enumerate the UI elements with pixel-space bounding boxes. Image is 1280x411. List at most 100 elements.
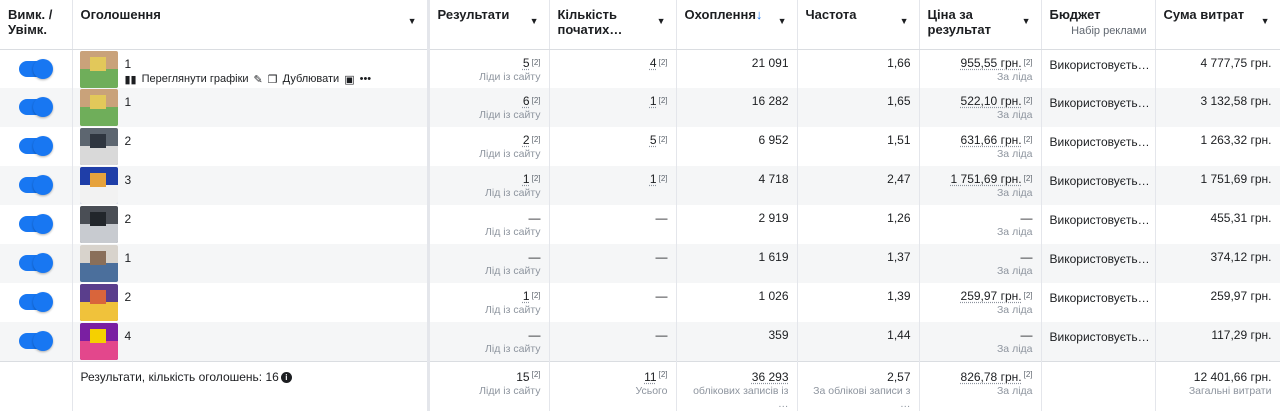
table-row[interactable]: 1 ▮▮ Переглянути графіки ✎ ❐ Дублювати ▣… — [0, 49, 1280, 88]
budget-value: Використовуєть… — [1049, 252, 1150, 266]
toggle-cell — [0, 322, 73, 361]
info-icon[interactable]: i — [280, 371, 292, 383]
ad-name[interactable]: 2 — [124, 212, 132, 226]
spend-value: 1 751,69 грн. — [1200, 172, 1272, 186]
ad-thumbnail[interactable] — [79, 128, 118, 165]
summary-reach[interactable]: 36 293 — [751, 369, 789, 384]
ad-toggle-switch[interactable] — [19, 136, 53, 156]
starts-value[interactable]: 5 — [649, 133, 657, 147]
bar-chart-icon[interactable]: ▮▮ — [124, 73, 137, 86]
ad-thumbnail[interactable] — [79, 323, 118, 360]
sort-icon[interactable]: ▼ — [1021, 16, 1031, 26]
frequency-cell: 1,66 — [797, 49, 920, 88]
more-icon[interactable]: ••• — [359, 73, 372, 85]
cost-value[interactable]: 522,10 грн. — [960, 94, 1022, 108]
col-spend-header[interactable]: Сума витрат ▼ — [1155, 0, 1280, 50]
ad-name[interactable]: 1 — [124, 56, 132, 71]
pencil-icon[interactable]: ✎ — [253, 73, 263, 86]
view-charts-link[interactable]: Переглянути графіки — [141, 73, 249, 85]
sort-descending-icon: ↓ — [755, 7, 763, 22]
duplicate-link[interactable]: Дублювати — [282, 73, 340, 85]
ad-thumbnail[interactable] — [79, 167, 118, 204]
summary-starts[interactable]: 11 — [644, 369, 657, 384]
ad-toggle-switch[interactable] — [19, 253, 53, 273]
col-starts-header[interactable]: Кількість початих… ▼ — [549, 0, 677, 50]
ad-name[interactable]: 4 — [124, 329, 132, 343]
ad-thumbnail[interactable] — [79, 284, 118, 321]
frequency-value: 1,39 — [887, 289, 911, 303]
ad-name[interactable]: 1 — [124, 95, 132, 109]
starts-value[interactable]: 1 — [649, 172, 657, 186]
ad-toggle-switch[interactable] — [19, 331, 53, 351]
col-ad-header[interactable]: Оголошення ▼ — [72, 0, 430, 50]
sort-icon[interactable]: ▼ — [407, 16, 417, 26]
table-row[interactable]: 2 2 [2] Ліди із сайту 5 [2] 6 952 1,51 631… — [0, 127, 1280, 166]
ad-toggle-switch[interactable] — [19, 97, 53, 117]
ad-name[interactable]: 2 — [124, 290, 132, 304]
cost-value[interactable]: 631,66 грн. — [960, 133, 1022, 147]
col-cost-header[interactable]: Ціна за результат ▼ — [919, 0, 1042, 50]
col-toggle-header[interactable]: Вимк. / Увімк. — [0, 0, 73, 50]
cost-value[interactable]: 955,55 грн. — [960, 55, 1022, 70]
toggle-cell — [0, 166, 73, 205]
sort-icon[interactable]: ▼ — [777, 16, 787, 26]
table-row[interactable]: 2 — Лід із сайту — 2 919 1,26 — За ліда … — [0, 205, 1280, 244]
ad-name[interactable]: 3 — [124, 173, 132, 187]
toggle-cell — [0, 244, 73, 283]
results-cell: 1 [2] Лід із сайту — [428, 283, 550, 322]
col-frequency-header[interactable]: Частота ▼ — [797, 0, 920, 50]
ad-thumbnail[interactable] — [79, 89, 118, 126]
results-value[interactable]: 5 — [522, 55, 530, 70]
ad-cell: 3 — [72, 166, 430, 205]
table-row[interactable]: 4 — Лід із сайту — 359 1,44 — За ліда Ви… — [0, 322, 1280, 361]
spend-value: 117,29 грн. — [1211, 328, 1272, 342]
starts-cell: 1 [2] — [549, 166, 677, 205]
ad-thumbnail[interactable] — [79, 206, 118, 243]
cost-value[interactable]: 259,97 грн. — [960, 289, 1022, 303]
col-results-header[interactable]: Результати ▼ — [428, 0, 550, 50]
preview-icon[interactable]: ▣ — [344, 73, 355, 86]
starts-value: — — [655, 328, 668, 342]
duplicate-icon[interactable]: ❐ — [267, 73, 278, 86]
frequency-value: 2,47 — [887, 172, 911, 186]
ad-thumbnail[interactable] — [79, 245, 118, 282]
table-row[interactable]: 1 — Лід із сайту — 1 619 1,37 — За ліда … — [0, 244, 1280, 283]
results-value[interactable]: 1 — [522, 289, 530, 303]
ad-name[interactable]: 1 — [124, 251, 132, 265]
ad-toggle-switch[interactable] — [19, 175, 53, 195]
spend-value: 1 263,32 грн. — [1200, 133, 1272, 147]
table-header-row: Вимк. / Увімк. Оголошення ▼ Результати ▼ К… — [0, 0, 1280, 50]
spend-value: 455,31 грн. — [1210, 211, 1272, 225]
results-value[interactable]: 2 — [522, 133, 530, 147]
sort-icon[interactable]: ▼ — [899, 16, 909, 26]
col-reach-header[interactable]: Охоплення↓ ▼ — [676, 0, 798, 50]
spend-cell: 4 777,75 грн. — [1155, 49, 1280, 88]
starts-value[interactable]: 1 — [649, 94, 657, 108]
ad-toggle-switch[interactable] — [19, 58, 53, 79]
table-row[interactable]: 2 1 [2] Лід із сайту — 1 026 1,39 259,97 … — [0, 283, 1280, 322]
results-value[interactable]: 1 — [522, 172, 530, 186]
summary-results: 15 — [516, 369, 530, 384]
frequency-cell: 1,65 — [797, 88, 920, 127]
starts-cell: 5 [2] — [549, 127, 677, 166]
cost-value[interactable]: 1 751,69 грн. — [950, 172, 1022, 186]
reach-value: 16 282 — [751, 94, 789, 108]
summary-cost[interactable]: 826,78 грн. — [960, 369, 1022, 384]
results-value[interactable]: 6 — [522, 94, 530, 108]
cost-cell: 259,97 грн. [2] За ліда — [919, 283, 1042, 322]
ad-toggle-switch[interactable] — [19, 214, 53, 234]
col-budget-header[interactable]: Бюджет Набір реклами — [1041, 0, 1156, 50]
ad-name[interactable]: 2 — [124, 134, 132, 148]
table-row[interactable]: 3 1 [2] Лід із сайту 1 [2] 4 718 2,47 1 75… — [0, 166, 1280, 205]
cost-value: — — [1020, 250, 1033, 264]
sort-icon[interactable]: ▼ — [529, 16, 539, 26]
summary-spend: 12 401,66 грн. — [1193, 369, 1272, 384]
sort-icon[interactable]: ▼ — [656, 16, 666, 26]
starts-value[interactable]: 4 — [649, 55, 657, 70]
table-row[interactable]: 1 6 [2] Ліди із сайту 1 [2] 16 282 1,65 52… — [0, 88, 1280, 127]
ad-toggle-switch[interactable] — [19, 292, 53, 312]
budget-value: Використовуєть… — [1049, 57, 1150, 72]
sort-icon[interactable]: ▼ — [1260, 16, 1270, 26]
spend-value: 3 132,58 грн. — [1200, 94, 1272, 108]
ad-thumbnail[interactable] — [79, 50, 118, 88]
